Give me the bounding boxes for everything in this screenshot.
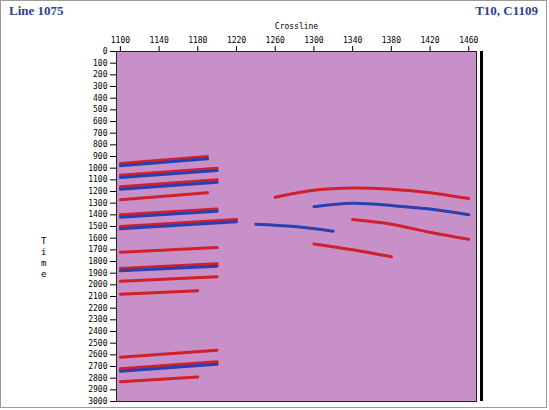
svg-text:1300: 1300	[304, 36, 323, 45]
svg-text:1800: 1800	[88, 257, 107, 266]
svg-text:1500: 1500	[88, 222, 107, 231]
svg-text:1260: 1260	[266, 36, 285, 45]
svg-text:100: 100	[93, 59, 108, 68]
html-text:T: T	[41, 236, 47, 246]
html-text:m: m	[41, 258, 47, 268]
html-text:e: e	[41, 269, 47, 279]
svg-text:2100: 2100	[88, 292, 107, 301]
svg-text:600: 600	[93, 117, 108, 126]
svg-text:3000: 3000	[88, 397, 107, 406]
svg-text:1100: 1100	[88, 175, 107, 184]
svg-text:700: 700	[93, 129, 108, 138]
svg-text:2600: 2600	[88, 350, 107, 359]
svg-text:2500: 2500	[88, 339, 107, 348]
svg-text:2400: 2400	[88, 327, 107, 336]
svg-text:800: 800	[93, 140, 108, 149]
svg-text:2900: 2900	[88, 385, 107, 394]
svg-text:2800: 2800	[88, 374, 107, 383]
html-text:T10, C1109: T10, C1109	[475, 3, 538, 18]
svg-text:1420: 1420	[420, 36, 439, 45]
svg-text:1200: 1200	[88, 187, 107, 196]
svg-text:Crossline: Crossline	[275, 22, 319, 31]
svg-text:2300: 2300	[88, 315, 107, 324]
svg-text:1700: 1700	[88, 245, 107, 254]
svg-text:1180: 1180	[188, 36, 207, 45]
html-text:i: i	[41, 247, 47, 257]
svg-text:900: 900	[93, 152, 108, 161]
svg-text:400: 400	[93, 94, 108, 103]
svg-text:1140: 1140	[149, 36, 168, 45]
svg-text:1600: 1600	[88, 234, 107, 243]
svg-text:2000: 2000	[88, 280, 107, 289]
svg-text:1300: 1300	[88, 199, 107, 208]
svg-text:200: 200	[93, 70, 108, 79]
svg-text:0: 0	[103, 47, 108, 56]
html-text:Line 1075: Line 1075	[9, 3, 64, 18]
svg-text:1460: 1460	[459, 36, 478, 45]
svg-text:1000: 1000	[88, 164, 107, 173]
svg-text:500: 500	[93, 105, 108, 114]
svg-text:1400: 1400	[88, 210, 107, 219]
svg-text:1100: 1100	[111, 36, 130, 45]
svg-text:1220: 1220	[227, 36, 246, 45]
svg-text:1900: 1900	[88, 269, 107, 278]
svg-text:2200: 2200	[88, 304, 107, 313]
svg-text:2700: 2700	[88, 362, 107, 371]
svg-text:1340: 1340	[343, 36, 362, 45]
svg-text:300: 300	[93, 82, 108, 91]
svg-text:1380: 1380	[382, 36, 401, 45]
